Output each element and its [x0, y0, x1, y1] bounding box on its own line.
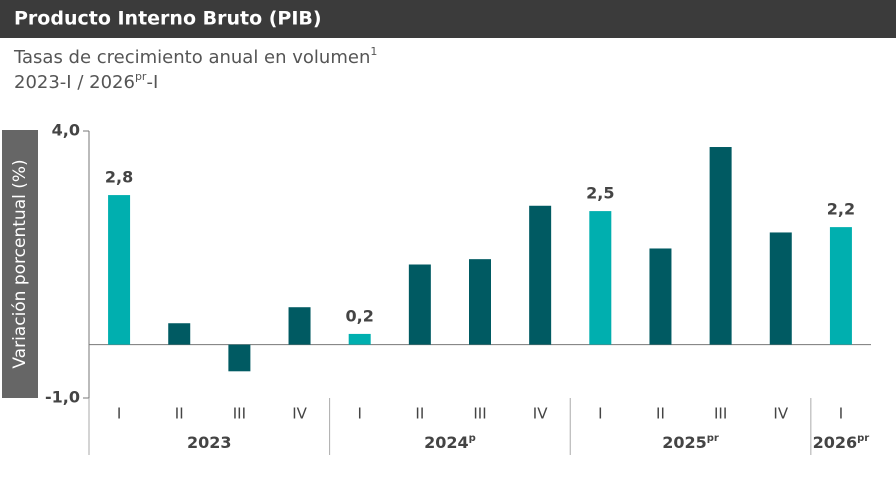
period-end: -I [146, 72, 158, 93]
y-tick-label: -1,0 [45, 388, 80, 407]
bar [769, 232, 792, 345]
x-tick-label: III [233, 405, 246, 423]
bar [108, 195, 131, 345]
bar [469, 259, 491, 345]
x-tick-label: III [473, 405, 486, 423]
x-tick-label: I [117, 405, 121, 423]
bar [408, 264, 431, 345]
value-label: 2,5 [586, 184, 614, 203]
y-label-box [2, 130, 38, 398]
x-tick-label: IV [292, 405, 307, 423]
bar [649, 248, 672, 345]
x-tick-label: I [357, 405, 361, 423]
subtitle-note: 1 [370, 45, 377, 58]
bar [829, 227, 852, 345]
value-label: 2,2 [827, 200, 855, 219]
value-label: 0,2 [346, 306, 374, 325]
x-tick-label: II [415, 405, 424, 423]
period-start: 2023-I / 2026 [14, 72, 135, 93]
group-label: 2024p [424, 433, 476, 452]
bar [168, 323, 191, 345]
group-superscript: p [469, 433, 476, 444]
group-label: 2026pr [813, 433, 870, 452]
bar [709, 147, 732, 345]
group-superscript: pr [707, 433, 719, 444]
bar [228, 344, 251, 372]
x-tick-label: II [656, 405, 665, 423]
group-year: 2026 [813, 433, 858, 452]
x-tick-label: I [839, 405, 843, 423]
chart-title: Producto Interno Bruto (PIB) [14, 8, 322, 30]
title-bar [0, 0, 896, 38]
y-tick-label: 4,0 [52, 121, 80, 140]
group-year: 2025 [662, 433, 707, 452]
period: 2023-I / 2026pr-I [14, 70, 158, 93]
subtitle: Tasas de crecimiento anual en volumen1 [13, 45, 377, 68]
group-label: 2025pr [662, 433, 719, 452]
bar [589, 211, 612, 345]
period-superscript: pr [135, 70, 147, 83]
value-label: 2,8 [105, 168, 133, 187]
x-tick-label: II [175, 405, 184, 423]
group-superscript: pr [857, 433, 869, 444]
x-tick-label: III [714, 405, 727, 423]
x-tick-label: IV [533, 405, 548, 423]
x-tick-label: IV [773, 405, 788, 423]
group-label: 2023 [187, 433, 232, 452]
y-axis-label: Variación porcentual (%) [10, 159, 30, 368]
bar [529, 205, 552, 345]
x-tick-label: I [598, 405, 602, 423]
bar [348, 333, 371, 345]
subtitle-text: Tasas de crecimiento anual en volumen [13, 47, 370, 68]
group-year: 2024 [424, 433, 469, 452]
group-year: 2023 [187, 433, 232, 452]
bar [288, 307, 311, 345]
